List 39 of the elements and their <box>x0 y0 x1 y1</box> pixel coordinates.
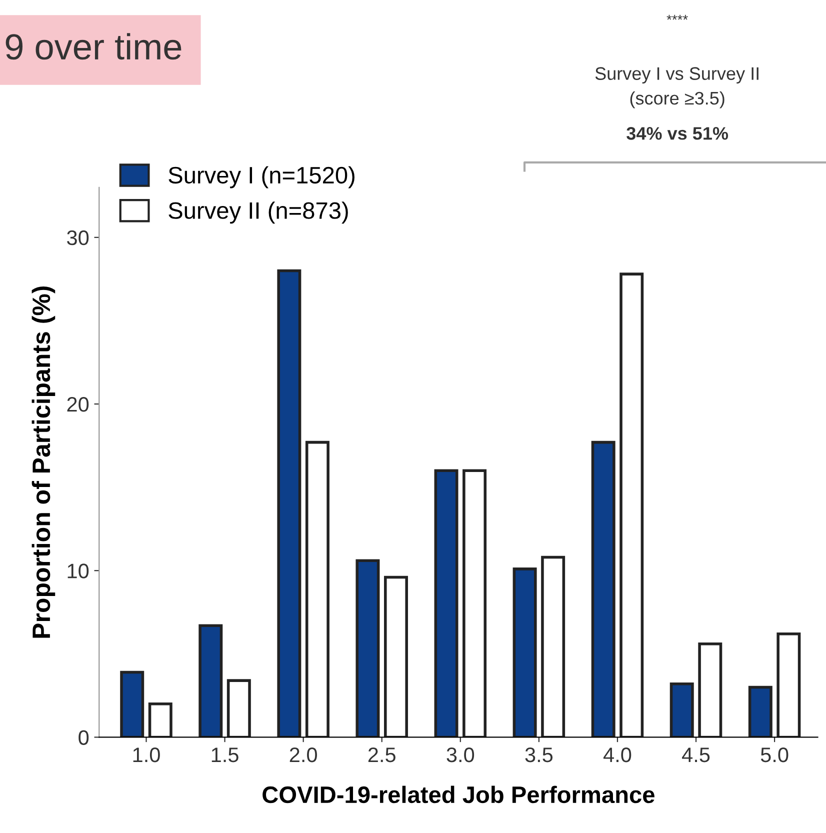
x-tick-label: 1.5 <box>212 748 238 762</box>
x-tick-label: 4.5 <box>682 748 710 762</box>
bar <box>620 272 644 738</box>
bar <box>591 440 616 738</box>
y-tick-label: 20 <box>67 397 89 412</box>
x-tick-label: 2.5 <box>368 747 396 762</box>
bar <box>462 469 487 738</box>
bar <box>776 632 801 738</box>
x-axis-title: COVID-19-related Job Performance <box>262 786 654 804</box>
bar <box>541 556 566 738</box>
bar <box>198 624 223 738</box>
x-tick-label: 1.0 <box>133 747 160 762</box>
text: Survey I vs Survey II (score ≥3.5) <box>595 67 758 108</box>
y-axis-title: Proportion of Participants (%) <box>32 286 56 638</box>
bar <box>120 670 144 738</box>
bar <box>148 702 172 738</box>
x-tick-label: 5.0 <box>760 747 788 762</box>
bar <box>277 269 302 738</box>
bar <box>698 642 722 738</box>
y-tick-label: 30 <box>67 230 89 246</box>
bar <box>670 682 694 738</box>
chart-title: 9 over time <box>6 33 182 60</box>
text: **** <box>666 14 688 20</box>
bar <box>305 440 330 738</box>
y-tick-label: 10 <box>68 564 89 578</box>
legend-label: Survey II (n=873) <box>168 202 348 224</box>
bar <box>512 568 537 738</box>
bar <box>226 679 251 738</box>
x-tick-label: 3.0 <box>446 747 474 762</box>
legend-label: Survey I (n=1520) <box>168 166 354 188</box>
y-tick-label: 0 <box>78 730 89 745</box>
x-tick-label: 3.5 <box>525 747 553 762</box>
bar <box>384 576 408 738</box>
bar <box>434 469 458 738</box>
bar <box>748 686 772 738</box>
bar <box>356 559 380 738</box>
text: 34% vs 51% <box>626 127 728 140</box>
x-tick-label: 2.0 <box>290 747 317 762</box>
x-tick-label: 4.0 <box>603 747 632 762</box>
